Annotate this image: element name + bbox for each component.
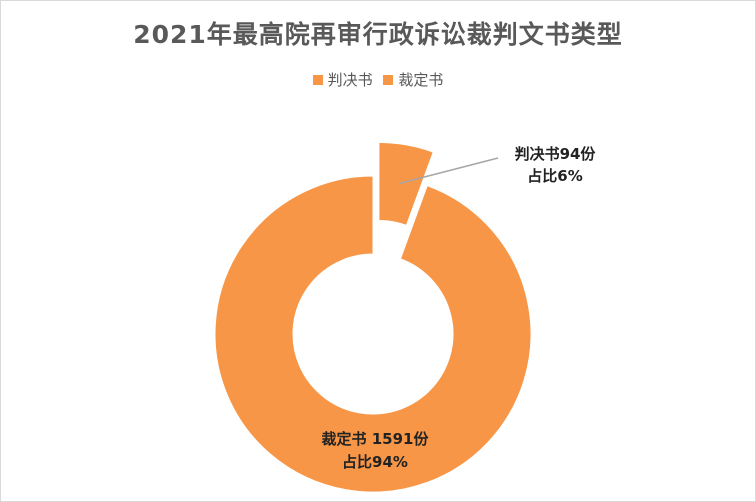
- legend-label-judgment: 判决书: [327, 71, 373, 89]
- donut-slice-judgment: [378, 142, 434, 227]
- leader-line: [399, 157, 499, 185]
- label-judgment-count: 判决书94份: [515, 145, 597, 163]
- legend-swatch-judgment: [312, 74, 323, 85]
- chart-title: 2021年最高院再审行政诉讼裁判文书类型: [133, 20, 623, 49]
- donut-slice-ruling: [214, 175, 532, 493]
- label-ruling-percent: 占比94%: [342, 453, 408, 471]
- legend-label-ruling: 裁定书: [398, 71, 444, 89]
- legend-swatch-ruling: [383, 74, 394, 85]
- label-ruling-count: 裁定书 1591份: [322, 430, 430, 448]
- label-judgment-percent: 占比6%: [527, 167, 582, 185]
- legend-item-ruling: 裁定书: [383, 69, 443, 90]
- legend: 判决书 裁定书: [1, 69, 755, 90]
- legend-item-judgment: 判决书: [312, 69, 373, 90]
